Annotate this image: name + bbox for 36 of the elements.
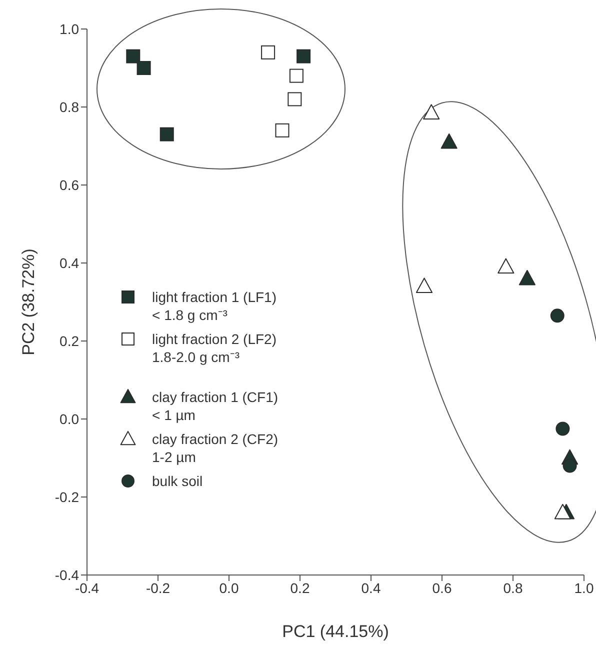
x-tick-label: 0.0 [219,580,239,596]
point [289,68,304,83]
point [440,133,458,149]
point [518,270,536,286]
y-tick-label: 0.4 [60,254,80,271]
point [296,49,311,64]
legend-label: bulk soil [152,472,203,490]
x-tick-label: 0.4 [361,580,381,596]
y-axis-title: PC2 (38.72%) [19,248,38,356]
y-tick-label: 1.0 [60,20,80,37]
point [288,92,302,106]
legend-label: light fraction 1 (LF1) < 1.8 g cm⁻³ [152,288,276,324]
y-tick-label: 0.8 [60,98,80,115]
x-tick-label: 1.0 [574,580,594,596]
y-tick-label: 0.6 [60,176,80,193]
x-axis-title: PC1 (44.15%) [282,622,389,641]
legend-label: clay fraction 1 (CF1) < 1 µm [152,388,278,424]
y-tick-label: 0.0 [60,410,80,427]
x-tick-label: -0.2 [146,580,170,596]
x-tick-label: 0.6 [432,580,452,596]
point [550,308,564,323]
point [562,458,577,473]
point [275,123,290,138]
legend-label: light fraction 2 (LF2) 1.8-2.0 g cm⁻³ [152,330,276,366]
point [423,104,440,120]
x-tick-label: 0.2 [290,580,310,596]
legend-label: clay fraction 2 (CF2) 1-2 µm [152,430,278,466]
point [136,61,151,75]
point [554,504,571,520]
point [261,45,276,60]
point [160,127,174,142]
point [556,422,570,436]
x-tick-label: 0.8 [503,580,523,596]
y-tick-label: -0.2 [54,488,80,505]
point [126,49,140,64]
y-tick-label: 0.2 [60,332,80,349]
